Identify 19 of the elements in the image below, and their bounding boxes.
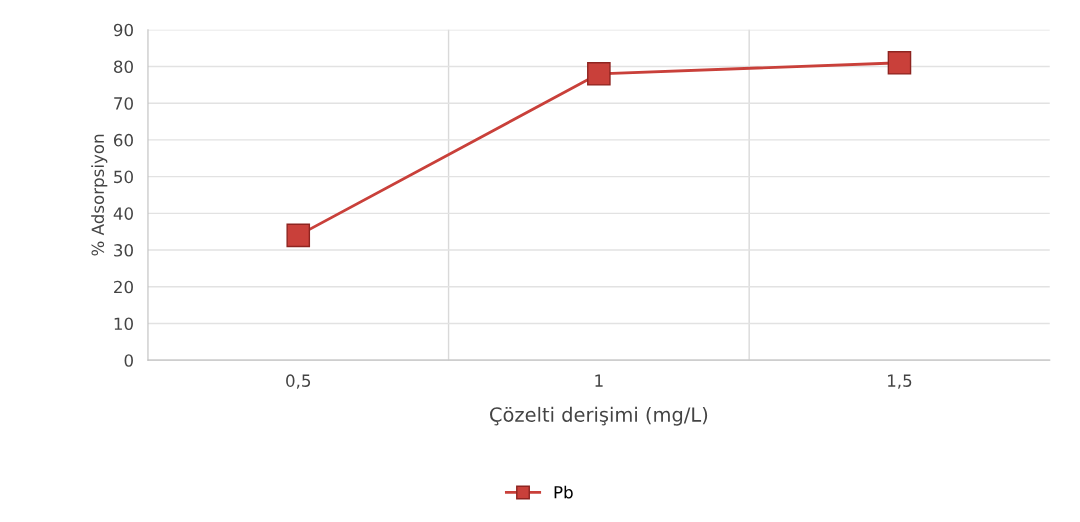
y-tick-label: 0 bbox=[124, 354, 133, 367]
y-tick-label: 70 bbox=[114, 97, 133, 110]
y-tick-label: 30 bbox=[114, 244, 133, 257]
y-tick-label: 80 bbox=[113, 60, 133, 74]
point bbox=[887, 50, 912, 75]
y-tick-label: 60 bbox=[114, 133, 133, 147]
x-tick-label: 1,5 bbox=[888, 374, 912, 389]
point bbox=[587, 62, 611, 86]
y-tick-label: 10 bbox=[114, 317, 133, 331]
y-tick-label: 50 bbox=[114, 170, 133, 184]
y-tick-label: 20 bbox=[114, 280, 133, 294]
y-tick-label: 40 bbox=[113, 207, 133, 220]
x-tick-label: 0,5 bbox=[286, 374, 311, 389]
x-tick-label: 1 bbox=[595, 374, 603, 387]
y-tick-label: 90 bbox=[113, 23, 133, 37]
y-axis-title: % Adsorpsiyon bbox=[91, 134, 108, 256]
point bbox=[286, 223, 311, 248]
legend-label: Pb bbox=[554, 485, 573, 499]
x-axis-title: Çözelti derişimi (mg/L) bbox=[490, 406, 708, 426]
